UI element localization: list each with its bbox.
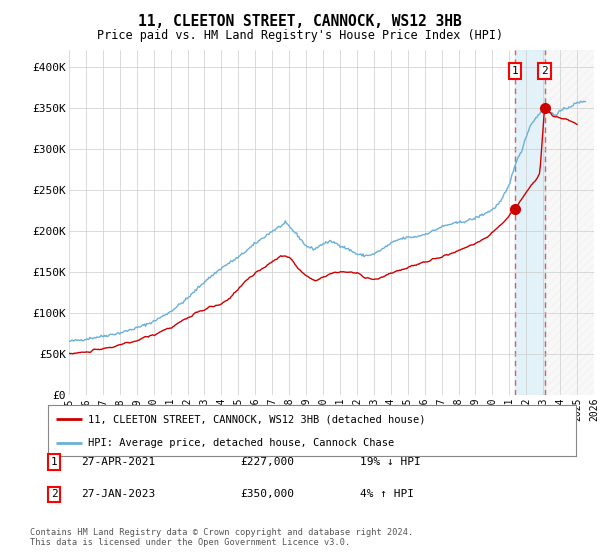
Text: 2: 2	[541, 66, 548, 76]
Text: 27-APR-2021: 27-APR-2021	[81, 457, 155, 467]
Text: 2: 2	[50, 489, 58, 500]
Text: Price paid vs. HM Land Registry's House Price Index (HPI): Price paid vs. HM Land Registry's House …	[97, 29, 503, 42]
Text: 19% ↓ HPI: 19% ↓ HPI	[360, 457, 421, 467]
Text: 4% ↑ HPI: 4% ↑ HPI	[360, 489, 414, 500]
Text: 11, CLEETON STREET, CANNOCK, WS12 3HB: 11, CLEETON STREET, CANNOCK, WS12 3HB	[138, 14, 462, 29]
Text: 1: 1	[50, 457, 58, 467]
Text: HPI: Average price, detached house, Cannock Chase: HPI: Average price, detached house, Cann…	[88, 438, 394, 448]
Bar	[515, 50, 545, 395]
Text: 27-JAN-2023: 27-JAN-2023	[81, 489, 155, 500]
Text: £227,000: £227,000	[240, 457, 294, 467]
Text: 11, CLEETON STREET, CANNOCK, WS12 3HB (detached house): 11, CLEETON STREET, CANNOCK, WS12 3HB (d…	[88, 414, 425, 424]
Text: 1: 1	[512, 66, 518, 76]
Bar	[545, 50, 594, 395]
Text: Contains HM Land Registry data © Crown copyright and database right 2024.
This d: Contains HM Land Registry data © Crown c…	[30, 528, 413, 547]
Text: £350,000: £350,000	[240, 489, 294, 500]
